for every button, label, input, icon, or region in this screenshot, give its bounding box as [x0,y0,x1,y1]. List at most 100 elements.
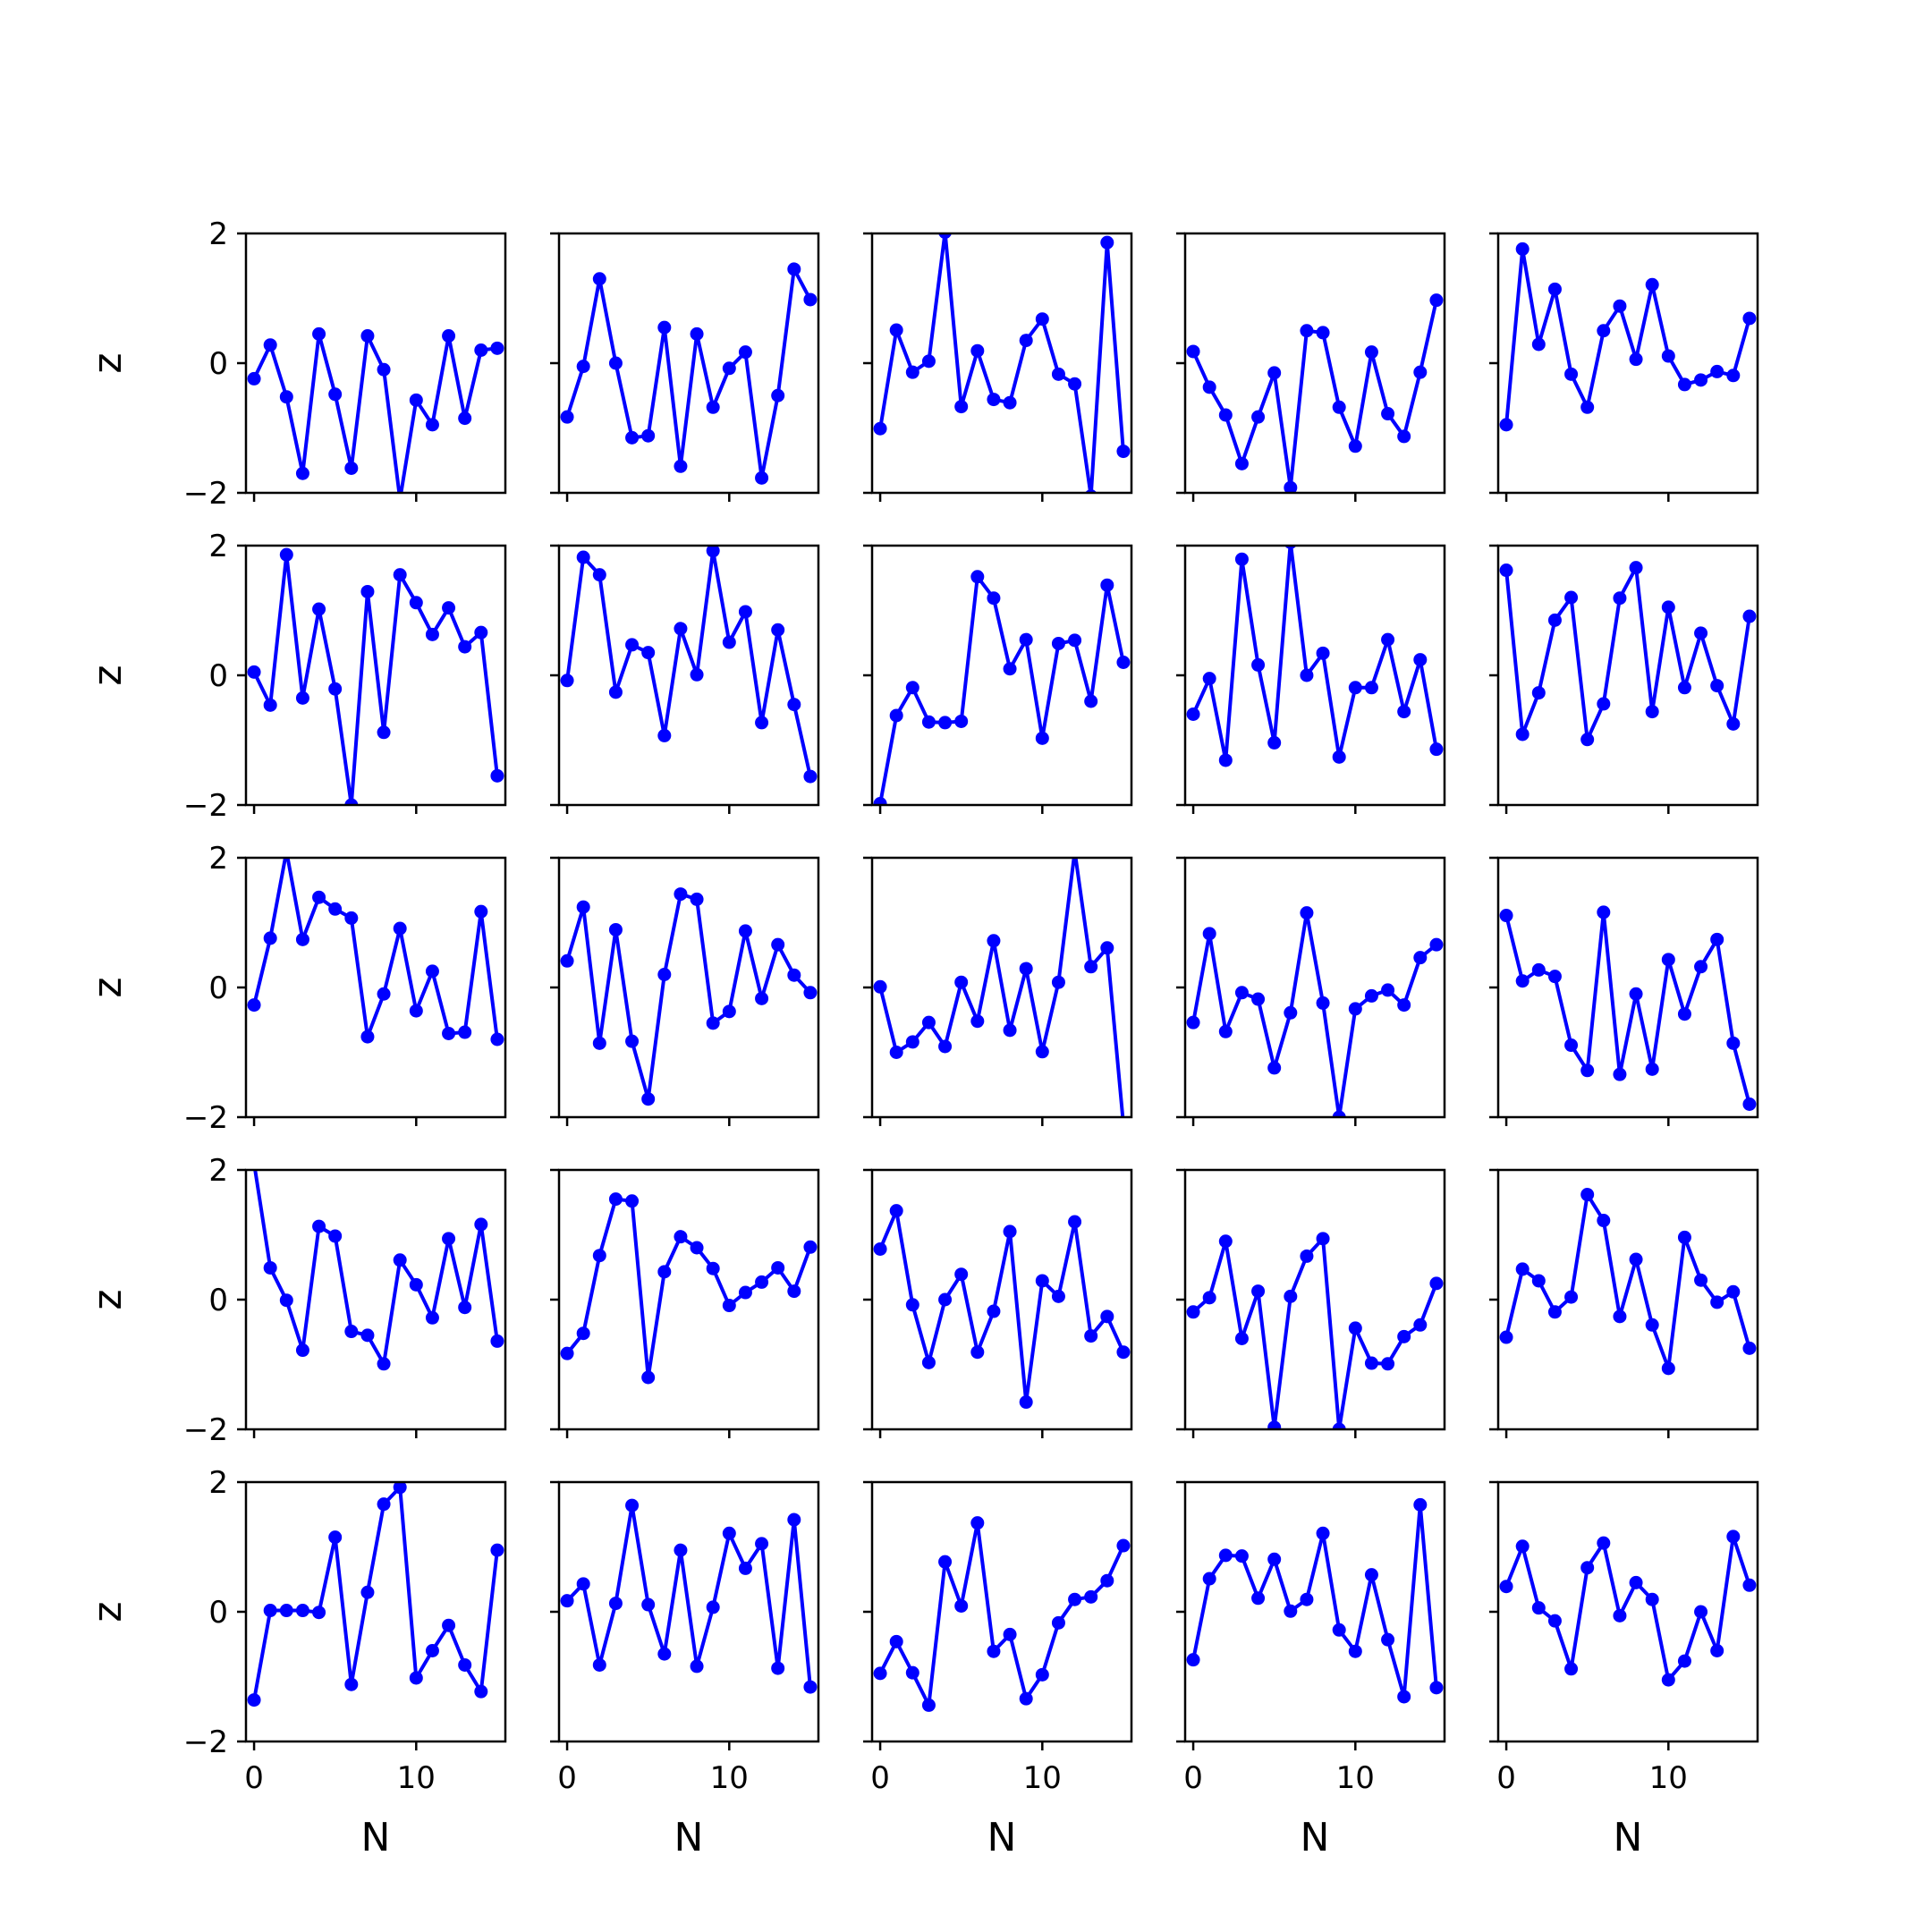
data-point [442,601,456,615]
data-point [1580,733,1595,747]
x-tick-label: 10 [710,1760,749,1796]
x-tick-label: 0 [1183,1760,1203,1796]
series-line [565,892,812,1101]
data-point [889,323,903,337]
data-point [474,904,488,919]
data-point [1234,456,1249,470]
series-line [1504,247,1751,426]
data-point [1348,681,1362,695]
data-point [1316,996,1330,1010]
data-point [490,1543,504,1557]
series-line [1504,565,1751,741]
data-point [1742,1578,1757,1592]
y-tick-label: −2 [183,788,228,824]
series-z [560,887,818,1106]
data-point [641,1370,656,1385]
data-point [1564,367,1579,381]
data-point [738,345,752,360]
data-point [247,998,261,1013]
data-point [344,461,359,475]
subplot-r2-c4 [1176,544,1446,814]
data-point [409,1671,423,1685]
data-point [1035,1045,1049,1059]
data-point [905,365,919,379]
data-point [1613,591,1627,606]
data-point [1661,953,1675,967]
data-point [360,1585,375,1599]
data-point [1726,1284,1741,1299]
data-point [1710,679,1724,693]
data-point [625,1034,640,1048]
data-point [295,691,309,705]
data-point [1019,334,1033,348]
data-point [1364,1356,1378,1370]
data-point [247,665,261,679]
y-tick-label: 0 [208,1595,228,1631]
data-point [657,968,672,981]
data-point [706,1016,720,1030]
data-point [1100,1309,1114,1324]
y-tick-label: 0 [208,1283,228,1318]
data-point [738,924,752,938]
data-point [938,233,952,240]
subplot-r3-c5 [1489,856,1759,1126]
data-point [1547,970,1562,984]
data-point [442,1232,456,1246]
data-point [803,986,818,1000]
data-point [1332,1623,1346,1637]
data-point [1629,561,1643,575]
data-point [1234,1332,1249,1345]
data-point [608,1597,623,1611]
subplot-r3-c4 [1176,856,1446,1126]
data-point [1116,1345,1131,1360]
y-tick-label: −2 [183,476,228,512]
data-point [1186,344,1200,359]
data-point [1251,410,1266,424]
series-line [253,1170,499,1366]
data-point [987,1304,1001,1318]
data-point [1564,590,1579,605]
data-point [1218,1234,1233,1249]
subplot-r5-c4: 0 10N [1176,1480,1446,1860]
data-point [1202,1572,1216,1586]
y-tick-label: 2 [208,1153,228,1189]
data-point [425,627,439,641]
data-point [1084,1589,1098,1604]
data-point [706,546,720,558]
data-point [755,716,769,730]
data-point [252,1170,256,1171]
data-point [263,698,277,712]
data-point [474,1217,488,1232]
data-point [657,1265,672,1279]
data-point [1710,932,1724,946]
data-point [1234,986,1249,1000]
data-point [312,602,326,616]
data-point [393,1253,407,1267]
y-tick-label: 0 [208,970,228,1006]
x-tick-label: 0 [870,1760,890,1796]
data-point [1531,962,1546,977]
data-point [1019,1691,1033,1706]
data-point [738,1285,752,1300]
data-point [1332,1110,1346,1117]
series-line [878,1208,1125,1404]
data-point [458,1025,472,1039]
data-point [1284,480,1298,493]
series-line [565,548,812,777]
data-point [1284,1604,1298,1618]
data-point [1597,1536,1611,1550]
data-point [1710,1295,1724,1309]
data-point [1316,1232,1330,1246]
data-point [1413,365,1428,379]
data-point [1694,626,1708,640]
series-z [1186,1232,1444,1429]
series-z [1499,1188,1757,1376]
subplot-r4-c3 [863,1168,1133,1438]
data-point [312,890,326,904]
subplot-r1-c5 [1489,232,1759,502]
subplot-r4-c4 [1176,1168,1446,1438]
data-point [1267,1420,1282,1429]
data-point [755,1275,769,1289]
data-point [360,1328,375,1343]
data-point [873,1666,887,1681]
